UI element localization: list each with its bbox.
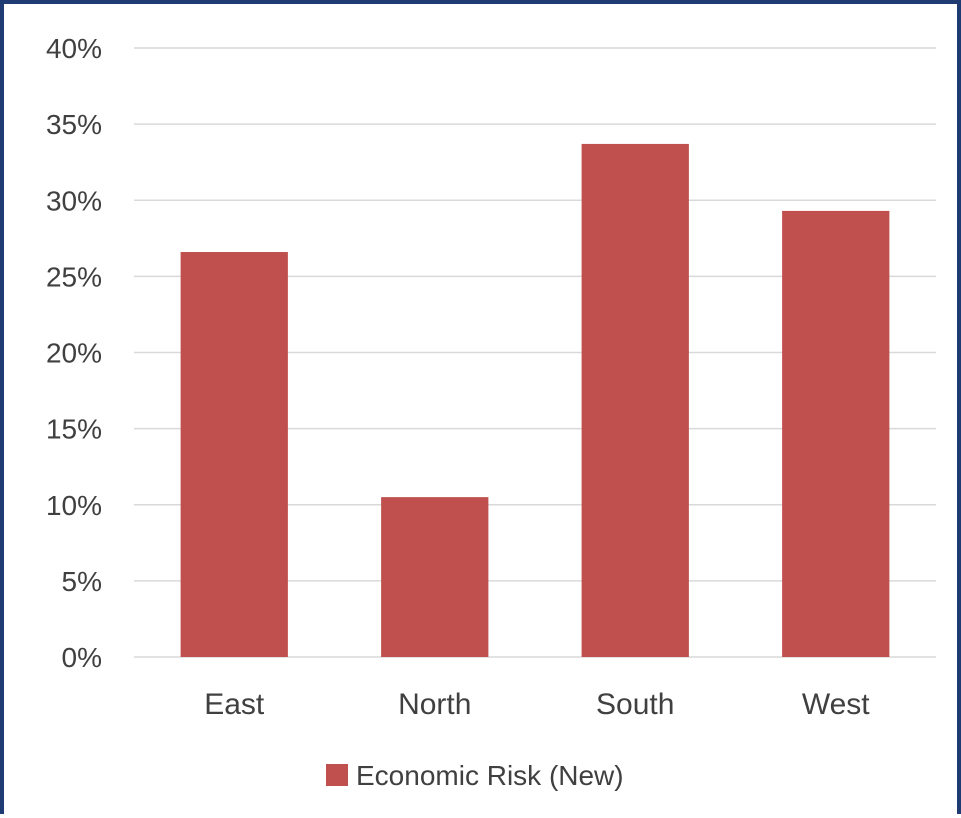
y-tick-label: 10% [46,490,102,521]
bar-west [782,210,890,657]
bar-chart: 0% 5% 10% 15% 20% 25% 30% 35% 40% East North South… [46,33,936,791]
bars [180,143,890,658]
legend-label: Economic Risk (New) [356,760,624,791]
bar-north [381,497,489,657]
bar-east [180,252,288,657]
y-tick-label: 15% [46,414,102,445]
x-category-label: East [204,688,265,721]
bar-south [581,143,689,658]
y-tick-label: 25% [46,261,102,292]
y-axis-tick-labels: 0% 5% 10% 15% 20% 25% 30% 35% 40% [46,33,102,673]
x-axis-category-labels: East North South West [204,688,870,721]
x-category-label: South [596,688,674,721]
y-tick-label: 35% [46,109,102,140]
y-tick-label: 0% [62,642,102,673]
y-tick-label: 20% [46,338,102,369]
legend: Economic Risk (New) [326,760,624,791]
x-category-label: West [802,688,870,721]
legend-swatch [326,764,348,786]
y-tick-label: 30% [46,185,102,216]
y-tick-label: 5% [62,566,102,597]
x-category-label: North [398,688,471,721]
y-tick-label: 40% [46,33,102,64]
